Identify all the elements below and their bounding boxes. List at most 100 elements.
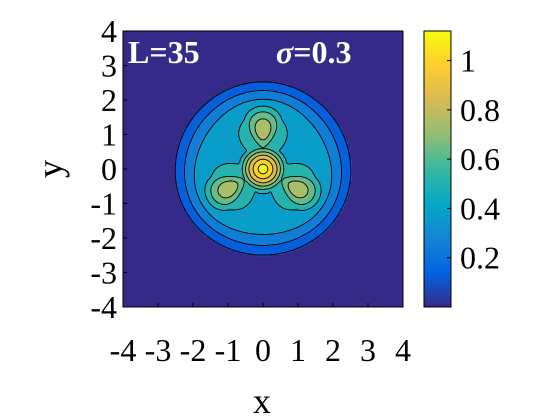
contour-cell	[237, 100, 240, 103]
contour-cell	[225, 170, 228, 174]
contour-cell	[309, 123, 312, 127]
contour-cell	[293, 125, 296, 129]
contour-cell	[239, 161, 242, 164]
contour-cell	[181, 198, 184, 202]
contour-cell	[237, 200, 240, 204]
contour-cell	[245, 157, 248, 160]
contour-cell	[205, 119, 208, 123]
contour-cell	[287, 113, 290, 117]
contour-cell	[295, 88, 298, 91]
contour-cell	[233, 153, 236, 156]
contour-cell	[235, 141, 238, 144]
contour-cell	[267, 161, 270, 164]
contour-cell	[183, 139, 186, 142]
contour-cell	[251, 86, 254, 89]
contour-cell	[197, 159, 200, 162]
contour-cell	[239, 98, 242, 101]
contour-cell	[295, 196, 298, 200]
contour-cell	[217, 182, 220, 186]
contour-cell	[265, 133, 268, 137]
contour-cell	[251, 157, 254, 160]
contour-cell	[225, 96, 228, 99]
contour-cell	[273, 222, 276, 225]
contour-cell	[293, 212, 296, 215]
contour-cell	[201, 220, 204, 223]
contour-cell	[257, 109, 260, 113]
contour-cell	[207, 115, 210, 119]
contour-cell	[247, 165, 250, 168]
contour-cell	[287, 167, 290, 170]
contour-cell	[239, 103, 242, 107]
contour-cell	[175, 165, 178, 168]
contour-cell	[301, 137, 304, 141]
contour-cell	[195, 206, 198, 210]
contour-cell	[227, 119, 230, 123]
contour-cell	[283, 241, 286, 245]
contour-cell	[275, 180, 278, 184]
contour-cell	[215, 170, 218, 174]
contour-cell	[307, 210, 310, 213]
contour-cell	[247, 105, 250, 109]
contour-cell	[279, 161, 282, 164]
contour-cell	[269, 147, 272, 150]
contour-cell	[273, 101, 276, 105]
contour-cell	[267, 153, 270, 156]
contour-cell	[297, 239, 300, 243]
contour-cell	[239, 206, 242, 210]
contour-cell	[225, 190, 228, 194]
contour-cell	[213, 202, 216, 206]
contour-cell	[259, 190, 262, 194]
contour-cell	[233, 88, 236, 91]
contour-cell	[303, 109, 306, 113]
contour-cell	[283, 129, 286, 133]
contour-cell	[251, 155, 254, 158]
contour-cell	[219, 111, 222, 115]
contour-cell	[223, 117, 226, 121]
contour-cell	[221, 103, 224, 107]
contour-cell	[253, 214, 256, 217]
contour-cell	[215, 222, 218, 225]
contour-cell	[267, 82, 270, 85]
contour-cell	[281, 220, 284, 223]
contour-cell	[309, 170, 312, 174]
contour-cell	[291, 214, 294, 217]
contour-cell	[283, 170, 286, 174]
contour-cell	[249, 170, 252, 174]
contour-cell	[249, 131, 252, 135]
contour-cell	[245, 145, 248, 148]
contour-cell	[233, 96, 236, 99]
contour-cell	[255, 165, 258, 168]
contour-cell	[245, 167, 248, 170]
contour-cell	[263, 82, 266, 85]
contour-cell	[229, 192, 232, 196]
contour-cell	[223, 206, 226, 210]
contour-cell	[259, 172, 262, 176]
contour-cell	[177, 180, 180, 184]
contour-cell	[303, 198, 306, 202]
contour-cell	[249, 245, 252, 249]
contour-cell	[297, 194, 300, 198]
contour-cell	[283, 153, 286, 156]
contour-cell	[305, 159, 308, 162]
contour-cell	[285, 147, 288, 150]
contour-cell	[293, 94, 296, 97]
contour-cell	[233, 230, 236, 233]
contour-cell	[255, 245, 258, 249]
contour-cell	[247, 137, 250, 141]
contour-cell	[263, 100, 266, 103]
contour-cell	[255, 180, 258, 184]
contour-cell	[281, 100, 284, 103]
contour-cell	[203, 178, 206, 182]
contour-cell	[199, 184, 202, 188]
contour-cell	[185, 180, 188, 184]
contour-cell	[275, 103, 278, 107]
contour-cell	[283, 151, 286, 154]
contour-cell	[275, 101, 278, 105]
contour-cell	[263, 115, 266, 119]
contour-cell	[239, 127, 242, 131]
contour-cell	[241, 84, 244, 87]
contour-cell	[271, 133, 274, 137]
contour-cell	[187, 190, 190, 194]
contour-cell	[303, 105, 306, 109]
contour-cell	[285, 103, 288, 107]
